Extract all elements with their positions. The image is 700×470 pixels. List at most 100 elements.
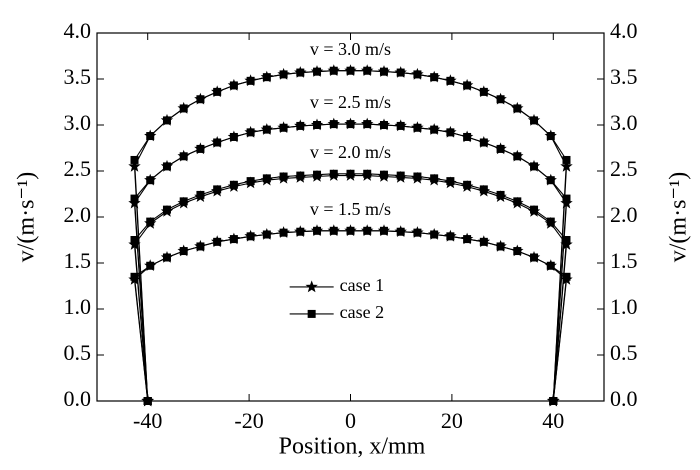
square-marker <box>396 68 405 77</box>
square-marker <box>496 242 505 251</box>
square-marker <box>379 226 388 235</box>
square-marker <box>279 123 288 132</box>
square-marker <box>143 397 152 405</box>
square-marker <box>296 121 305 130</box>
square-marker <box>446 76 455 85</box>
square-marker <box>196 190 205 199</box>
square-marker <box>229 81 238 90</box>
square-marker <box>179 152 188 161</box>
square-marker <box>379 67 388 76</box>
square-marker <box>379 170 388 179</box>
square-marker <box>549 397 558 405</box>
square-marker <box>146 176 155 185</box>
square-marker <box>496 190 505 199</box>
y-tick-label: 2.0 <box>64 202 92 227</box>
square-marker <box>262 230 271 239</box>
square-marker <box>463 132 472 141</box>
profile-line <box>133 123 568 402</box>
star-marker <box>305 280 318 293</box>
square-marker <box>396 227 405 236</box>
legend-label: case 1 <box>340 275 384 295</box>
square-marker <box>146 217 155 226</box>
square-marker <box>496 95 505 104</box>
square-marker <box>130 236 139 244</box>
y-tick-label: 2.5 <box>64 156 92 181</box>
square-marker <box>329 120 338 129</box>
square-marker <box>479 87 488 96</box>
annotation: v = 2.5 m/s <box>310 92 391 112</box>
square-marker <box>562 155 571 164</box>
square-marker <box>413 123 422 132</box>
square-marker <box>229 180 238 189</box>
y-axis-label: v/(m·s⁻¹) <box>14 172 40 263</box>
square-marker <box>262 73 271 82</box>
square-marker <box>562 236 571 244</box>
square-marker <box>363 66 372 75</box>
square-marker <box>296 171 305 180</box>
profile-line <box>133 123 568 402</box>
square-marker <box>246 232 255 241</box>
square-marker <box>329 226 338 235</box>
square-marker <box>546 176 555 185</box>
square-marker <box>179 197 188 206</box>
y2-tick-label: 3.5 <box>610 64 638 89</box>
square-marker <box>463 235 472 244</box>
square-marker <box>296 68 305 77</box>
x-tick-label: -20 <box>234 408 263 433</box>
square-marker <box>430 174 439 183</box>
y2-tick-label: 2.0 <box>610 202 638 227</box>
square-marker <box>430 73 439 82</box>
square-marker <box>346 169 355 178</box>
square-marker <box>530 162 539 171</box>
square-marker <box>546 217 555 226</box>
square-marker <box>146 132 155 141</box>
square-marker <box>413 228 422 237</box>
y2-tick-label: 2.5 <box>610 156 638 181</box>
square-marker <box>213 87 222 96</box>
square-marker <box>179 247 188 256</box>
square-marker <box>329 169 338 178</box>
x-axis-label: Position, x/mm <box>279 434 426 460</box>
y2-tick-label: 3.0 <box>610 110 638 135</box>
y2-axis-label: v/(m·s⁻¹) <box>666 172 692 263</box>
square-marker <box>162 162 171 171</box>
legend-label: case 2 <box>340 302 384 322</box>
square-marker <box>530 205 539 214</box>
square-marker <box>346 66 355 75</box>
y2-tick-label: 0.5 <box>610 340 638 365</box>
square-marker <box>363 226 372 235</box>
square-marker <box>229 235 238 244</box>
square-marker <box>196 144 205 153</box>
square-marker <box>546 261 555 270</box>
square-marker <box>162 205 171 214</box>
y2-tick-label: 1.0 <box>610 294 638 319</box>
square-marker <box>463 81 472 90</box>
x-tick-label: 0 <box>345 408 356 433</box>
annotation: v = 2.0 m/s <box>310 142 391 162</box>
square-marker <box>430 125 439 134</box>
square-marker <box>430 230 439 239</box>
square-marker <box>479 185 488 194</box>
y2-tick-label: 4.0 <box>610 18 638 43</box>
square-marker <box>346 226 355 235</box>
square-marker <box>379 121 388 129</box>
square-marker <box>313 226 322 235</box>
square-marker <box>162 116 171 125</box>
square-marker <box>346 120 355 129</box>
square-marker <box>396 121 405 130</box>
y-tick-label: 0.0 <box>64 386 92 411</box>
square-marker <box>313 121 322 129</box>
square-marker <box>279 172 288 181</box>
square-marker <box>363 120 372 129</box>
square-marker <box>213 237 222 246</box>
y2-tick-label: 0.0 <box>610 386 638 411</box>
square-marker <box>213 138 222 147</box>
square-marker <box>463 180 472 189</box>
y2-tick-label: 1.5 <box>610 248 638 273</box>
square-marker <box>246 177 255 186</box>
square-marker <box>130 155 139 164</box>
y-tick-label: 1.5 <box>64 248 92 273</box>
square-marker <box>313 170 322 179</box>
square-marker <box>413 172 422 181</box>
